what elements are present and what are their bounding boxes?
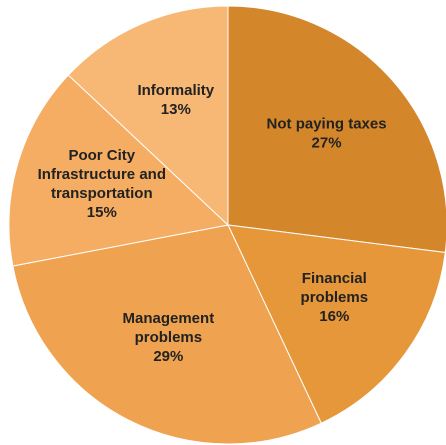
slice-label: Informality [137,82,214,99]
slice-label: Not paying taxes [267,116,387,133]
slice-value-label: 27% [312,135,342,152]
pie-slice [12,224,322,445]
slice-value-label: 13% [161,101,191,118]
slice-value-label: 16% [319,308,349,325]
slice-label: Financial problems [301,270,369,306]
pie-slice [8,74,230,267]
slice-label: Management problems [123,310,215,346]
pie-slice [67,5,229,227]
slice-value-label: 15% [87,204,117,221]
slice-label: Poor City Infrastructure and transportatio… [38,147,166,202]
pie-slice [227,224,446,424]
slice-value-label: 29% [153,348,183,365]
pie-slice [227,5,446,254]
